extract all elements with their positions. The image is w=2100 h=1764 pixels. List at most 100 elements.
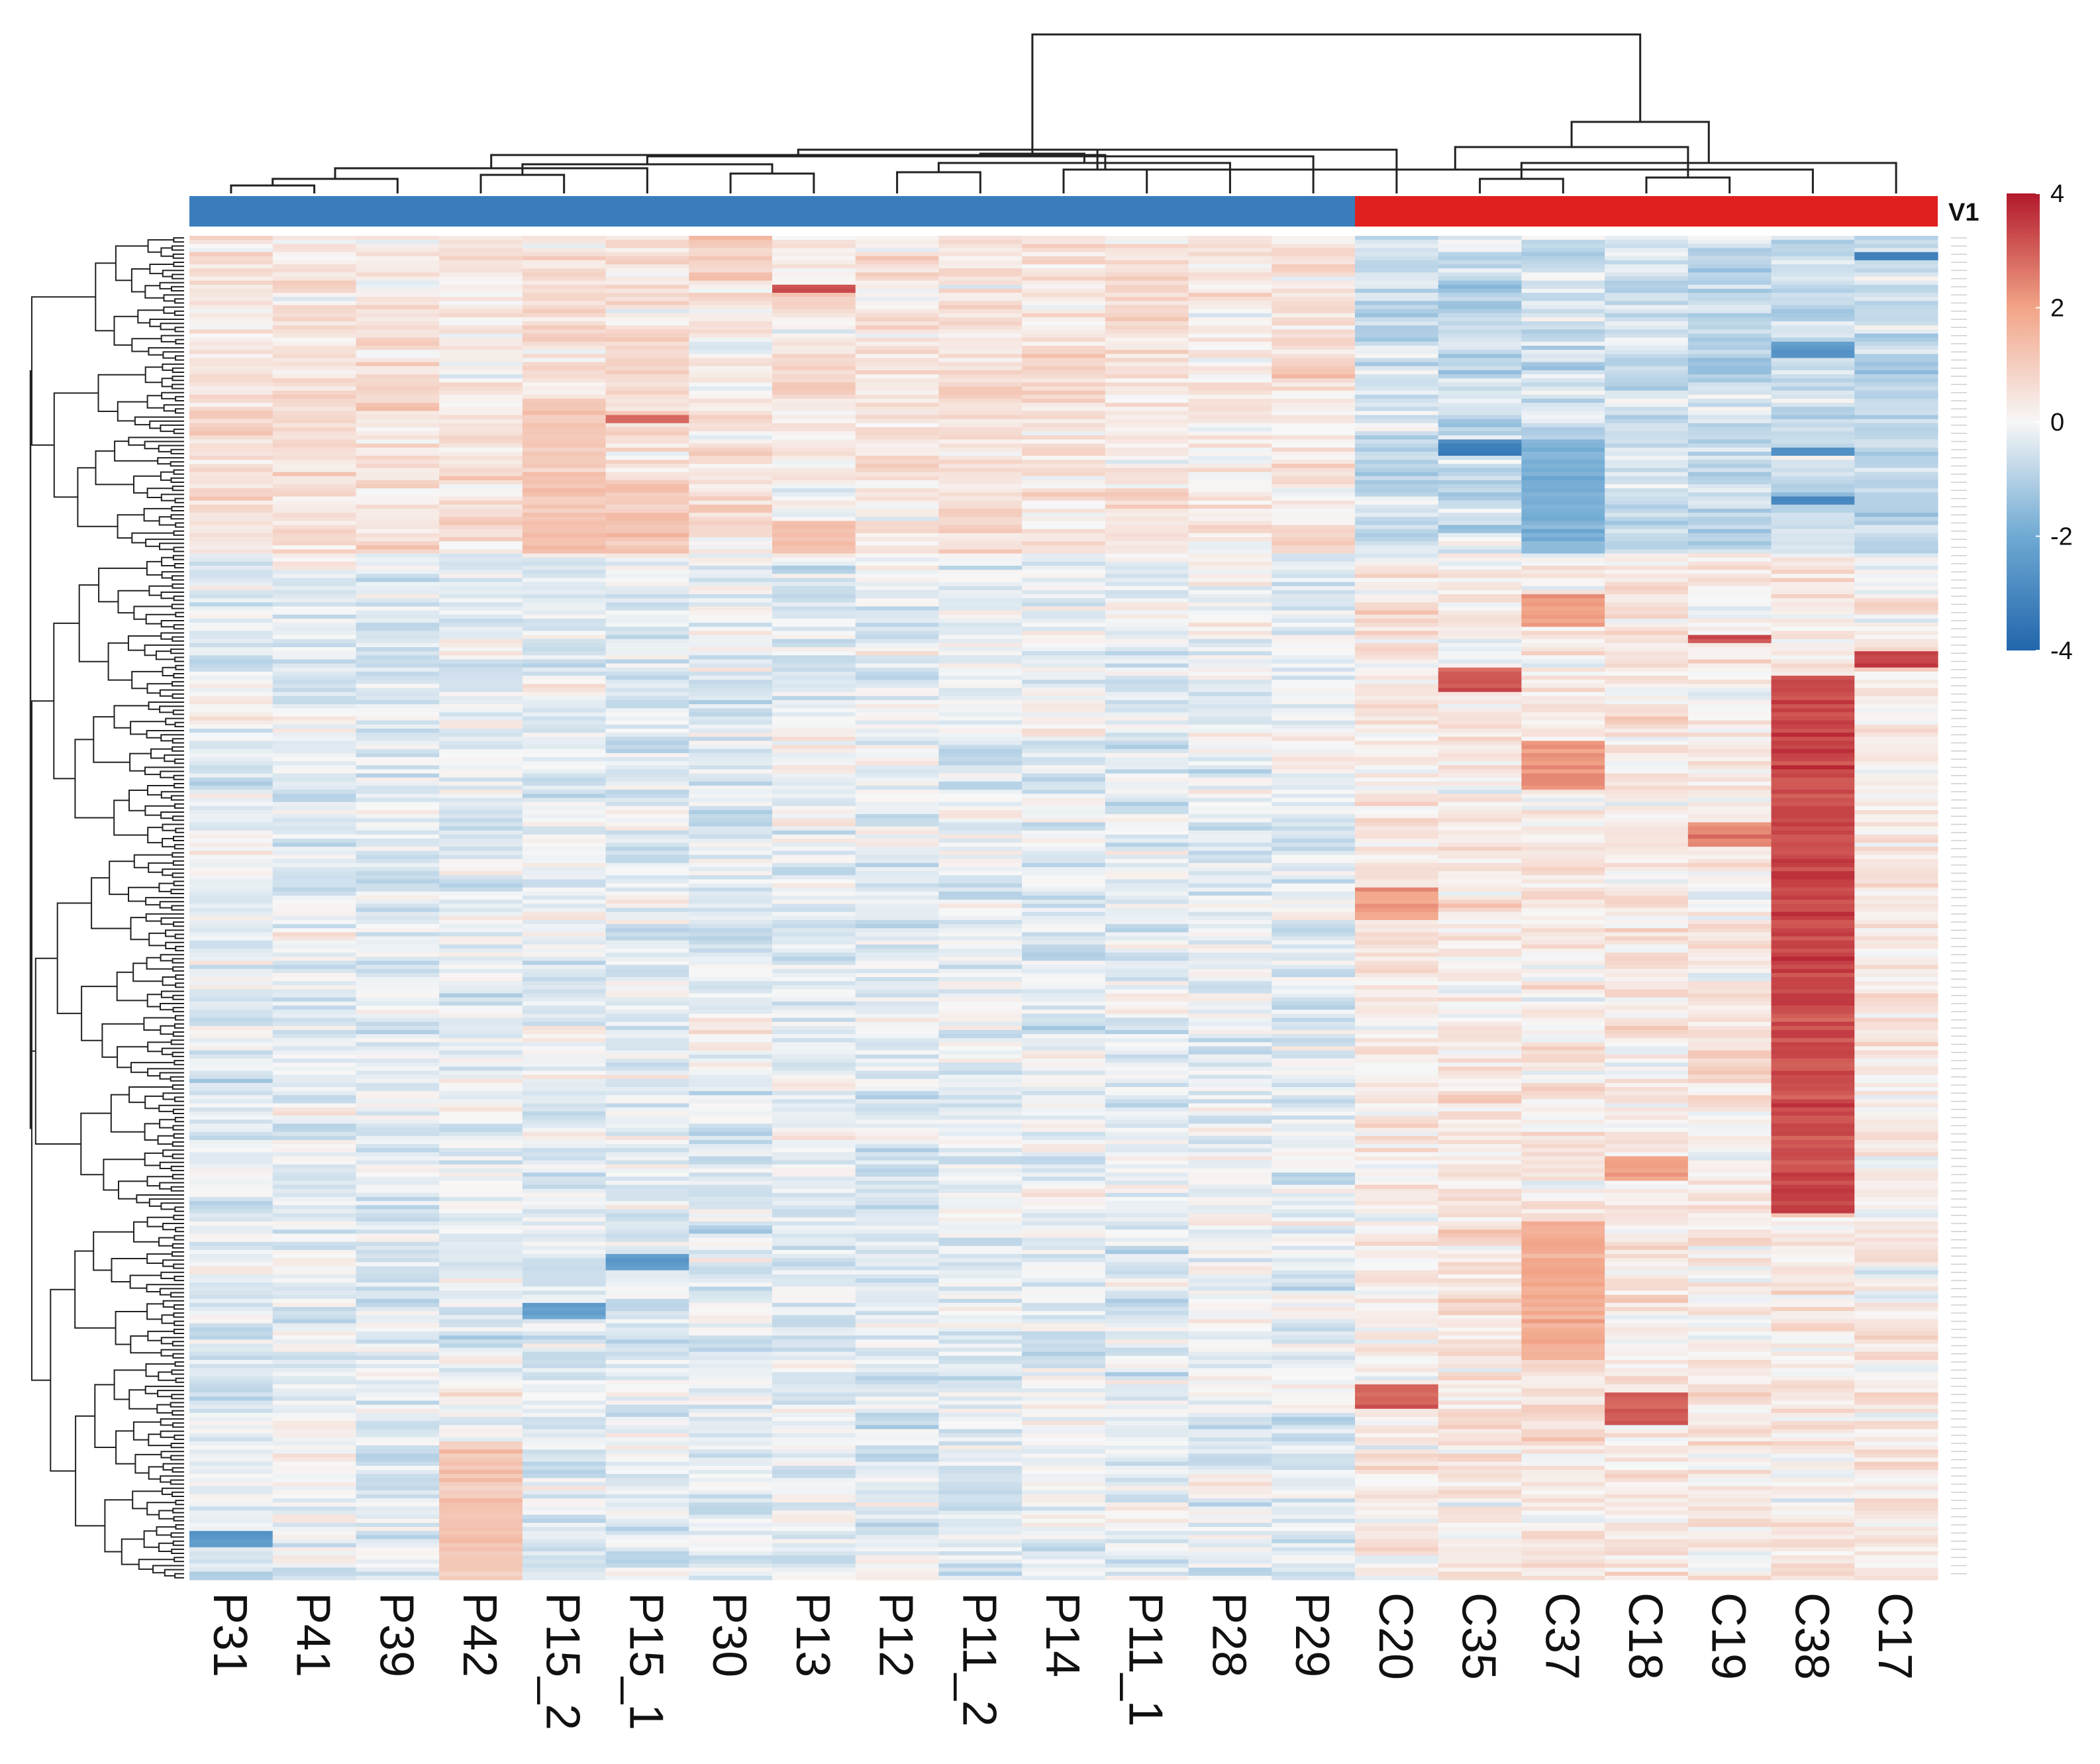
- heatmap-cell: [1438, 1127, 1523, 1133]
- heatmap-cell: [1687, 712, 1772, 717]
- heatmap-cell: [272, 447, 357, 452]
- heatmap-cell: [855, 1017, 940, 1023]
- heatmap-cell: [1521, 321, 1605, 326]
- heatmap-cell: [189, 867, 274, 872]
- heatmap-cell: [1605, 350, 1689, 354]
- heatmap-cell: [1105, 284, 1189, 289]
- heatmap-cell: [1188, 370, 1272, 375]
- heatmap-cell: [522, 301, 607, 306]
- heatmap-cell: [439, 932, 523, 937]
- heatmap-cell: [1022, 977, 1106, 982]
- heatmap-cell: [1105, 578, 1189, 583]
- heatmap-cell: [1022, 1010, 1106, 1014]
- heatmap-cell: [1188, 862, 1272, 868]
- heatmap-cell: [1438, 1095, 1523, 1100]
- heatmap-cell: [605, 964, 689, 970]
- heatmap-cell: [1438, 745, 1523, 750]
- heatmap-cell: [938, 468, 1023, 473]
- heatmap-cell: [1272, 659, 1356, 664]
- heatmap-cell: [1105, 264, 1189, 269]
- heatmap-cell: [1521, 240, 1605, 244]
- heatmap-cell: [605, 896, 689, 900]
- heatmap-cell: [772, 948, 856, 953]
- heatmap-cell: [522, 977, 607, 982]
- heatmap-cell: [522, 712, 607, 717]
- heatmap-cell: [689, 606, 773, 611]
- heatmap-cell: [605, 761, 689, 766]
- heatmap-cell: [272, 826, 357, 831]
- heatmap-cell: [1272, 272, 1356, 278]
- heatmap-cell: [522, 843, 607, 847]
- heatmap-cell: [938, 614, 1023, 619]
- heatmap-cell: [1438, 716, 1523, 721]
- heatmap-cell: [439, 908, 523, 913]
- heatmap-cell: [1355, 887, 1439, 892]
- heatmap-cell: [605, 805, 689, 811]
- heatmap-cell: [938, 427, 1023, 432]
- heatmap-cell: [1272, 960, 1356, 966]
- heatmap-cell: [272, 533, 357, 538]
- heatmap-cell: [1687, 321, 1772, 326]
- heatmap-cell: [1022, 798, 1106, 803]
- heatmap-cell: [356, 712, 440, 717]
- heatmap-cell: [689, 676, 773, 680]
- heatmap-cell: [189, 627, 274, 631]
- heatmap-cell: [1687, 805, 1772, 811]
- heatmap-cell: [1272, 708, 1356, 713]
- heatmap-cell: [855, 1123, 940, 1129]
- heatmap-cell: [1687, 541, 1772, 546]
- heatmap-cell: [1105, 957, 1189, 962]
- heatmap-cell: [1771, 855, 1855, 860]
- heatmap-cell: [1105, 525, 1189, 530]
- heatmap-cell: [1438, 786, 1523, 790]
- heatmap-cell: [1022, 871, 1106, 876]
- heatmap-cell: [1022, 858, 1106, 864]
- heatmap-cell: [1272, 590, 1356, 595]
- heatmap-cell: [1355, 802, 1439, 807]
- heatmap-cell: [855, 419, 940, 424]
- heatmap-cell: [1605, 802, 1689, 807]
- heatmap-cell: [1355, 1029, 1439, 1035]
- heatmap-cell: [1605, 374, 1689, 379]
- heatmap-cell: [855, 566, 940, 570]
- heatmap-cell: [356, 855, 440, 860]
- heatmap-cell: [1272, 582, 1356, 587]
- heatmap-cell: [1605, 1123, 1689, 1129]
- heatmap-cell: [189, 374, 274, 379]
- heatmap-cell: [689, 618, 773, 623]
- heatmap-cell: [1188, 676, 1272, 680]
- heatmap-cell: [1438, 394, 1523, 399]
- heatmap-cell: [1272, 1123, 1356, 1129]
- heatmap-cell: [439, 1010, 523, 1014]
- heatmap-cell: [855, 582, 940, 587]
- heatmap-cell: [1521, 341, 1605, 346]
- heatmap-cell: [1854, 733, 1938, 737]
- heatmap-cell: [1105, 985, 1189, 990]
- heatmap-cell: [1438, 749, 1523, 754]
- heatmap-cell: [272, 496, 357, 501]
- heatmap-cell: [522, 972, 607, 978]
- heatmap-cell: [1272, 586, 1356, 591]
- heatmap-cell: [1605, 953, 1689, 957]
- heatmap-cell: [272, 1131, 357, 1137]
- heatmap-cell: [1105, 280, 1189, 285]
- heatmap-cell: [1854, 280, 1938, 285]
- heatmap-cell: [189, 826, 274, 831]
- heatmap-cell: [1687, 964, 1772, 970]
- heatmap-cell: [1605, 488, 1689, 493]
- heatmap-cell: [1521, 346, 1605, 350]
- heatmap-cell: [1605, 602, 1689, 607]
- heatmap-cell: [1188, 1127, 1272, 1133]
- heatmap-cell: [855, 919, 940, 925]
- heatmap-cell: [1605, 484, 1689, 489]
- heatmap-cell: [1022, 749, 1106, 754]
- heatmap-cell: [189, 288, 274, 293]
- heatmap-cell: [605, 443, 689, 448]
- heatmap-cell: [1854, 964, 1938, 970]
- heatmap-cell: [1605, 366, 1689, 371]
- heatmap-cell: [1521, 415, 1605, 420]
- heatmap-cell: [689, 904, 773, 909]
- heatmap-cell: [1022, 752, 1106, 758]
- heatmap-cell: [1687, 1082, 1772, 1088]
- heatmap-cell: [1605, 847, 1689, 852]
